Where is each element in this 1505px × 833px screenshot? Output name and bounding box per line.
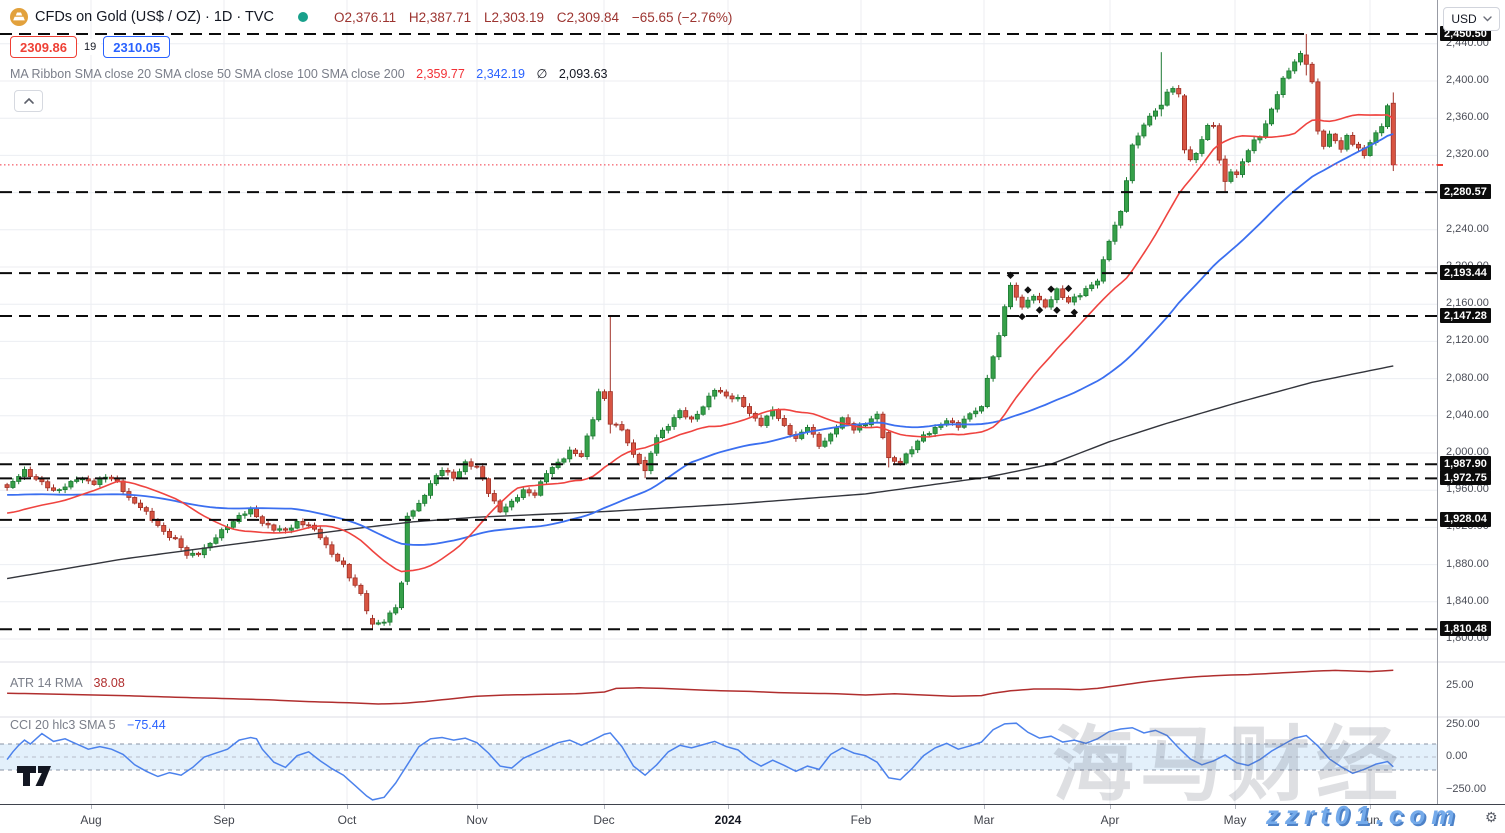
ohlc-values: O2,376.11 H2,387.71 L2,303.19 C2,309.84 … [334, 10, 741, 25]
cci-axis-label: −250.00 [1446, 782, 1487, 795]
price-level-label: 1,928.04 [1440, 511, 1491, 527]
ma-ribbon-label: MA Ribbon SMA close 20 SMA close 50 SMA … [10, 67, 405, 81]
atr-label: ATR 14 RMA [10, 676, 83, 690]
price-level-label: 2,280.57 [1440, 184, 1491, 200]
price-level-label: 1,972.75 [1440, 470, 1491, 486]
price-axis-label: 1,840.00 [1446, 594, 1489, 607]
site-url-watermark: zzrt01.com [1266, 800, 1461, 830]
price-level-label: 2,147.28 [1440, 308, 1491, 324]
time-axis-label: Dec [593, 813, 615, 827]
currency-label: USD [1451, 12, 1477, 26]
sma200-value: 2,093.63 [558, 67, 608, 81]
market-open-dot [298, 12, 309, 22]
symbol-legend[interactable]: CFDs on Gold (US$ / OZ) · 1D · TVC O2,37… [10, 8, 741, 26]
cci-axis-label: 0.00 [1446, 750, 1468, 762]
time-axis-tick [728, 805, 729, 809]
chevron-down-icon [1482, 16, 1492, 22]
time-axis-tick [1110, 805, 1111, 809]
ohlc-open: O2,376.11 [334, 9, 397, 25]
collapse-legend-button[interactable] [14, 90, 43, 112]
atr-value: 38.08 [93, 676, 125, 690]
atr-axis-label: 25.00 [1446, 679, 1474, 691]
last-price-tick [1437, 163, 1443, 166]
buy-button[interactable]: 2310.05 [103, 36, 171, 58]
time-axis-tick [604, 805, 605, 809]
price-level-label: 1,810.48 [1440, 621, 1491, 637]
trade-panel: 2309.86 19 2310.05 [10, 36, 171, 58]
chevron-up-icon [23, 97, 34, 104]
price-axis-label: 1,880.00 [1446, 557, 1489, 570]
price-axis-label: 2,400.00 [1446, 74, 1489, 86]
time-axis-tick [347, 805, 348, 809]
sma20-value: 2,359.77 [416, 67, 465, 81]
price-axis[interactable]: 1,800.001,840.001,880.001,920.001,960.00… [1437, 0, 1505, 804]
time-axis-tick [1370, 805, 1371, 809]
ohlc-low: L2,303.19 [483, 9, 544, 25]
sell-button[interactable]: 2309.86 [10, 36, 77, 58]
cci-axis-label: 250.00 [1446, 717, 1480, 730]
ohlc-change: −65.65 (−2.76%) [631, 9, 733, 25]
time-axis-label: Apr [1100, 813, 1120, 827]
price-axis-label: 2,080.00 [1446, 371, 1489, 384]
currency-selector[interactable]: USD [1443, 7, 1500, 31]
cci-label: CCI 20 hlc3 SMA 5 [10, 718, 116, 732]
cci-legend[interactable]: CCI 20 hlc3 SMA 5 −75.44 [10, 718, 166, 732]
time-axis-label: Mar [973, 813, 995, 827]
time-axis-label: Oct [337, 813, 357, 827]
time-axis-label: 2024 [714, 813, 742, 827]
gear-icon[interactable]: ⚙ [1485, 809, 1498, 825]
tradingview-logo-icon[interactable] [17, 766, 53, 792]
price-axis-label: 2,040.00 [1446, 408, 1489, 421]
time-axis-label: Aug [80, 813, 102, 827]
price-axis-label: 2,160.00 [1446, 297, 1489, 310]
price-level-label: 1,987.90 [1440, 456, 1491, 472]
time-axis-label: May [1223, 813, 1247, 827]
sma100-value: ∅ [536, 67, 548, 81]
ohlc-high: H2,387.71 [408, 9, 472, 25]
price-axis-label: 2,000.00 [1446, 446, 1489, 458]
sma50-value: 2,342.19 [476, 67, 525, 81]
time-axis-tick [861, 805, 862, 809]
ma-ribbon-legend[interactable]: MA Ribbon SMA close 20 SMA close 50 SMA … [10, 66, 608, 81]
time-axis-tick [984, 805, 985, 809]
price-axis-label: 2,240.00 [1446, 222, 1489, 235]
price-axis-label: 1,960.00 [1446, 483, 1489, 496]
time-axis-tick [477, 805, 478, 809]
time-axis-tick [1235, 805, 1236, 809]
site-watermark: 海马财经 [1052, 720, 1405, 811]
spread-value: 19 [79, 39, 102, 55]
time-axis-label: Nov [466, 813, 488, 827]
time-axis-label: Jun [1360, 813, 1380, 827]
time-axis[interactable]: Aug Sep Oct Nov Dec 2024 Feb Mar Apr May Jun [0, 804, 1505, 833]
price-level-label: 2,193.44 [1440, 265, 1491, 281]
price-axis-label: 2,360.00 [1446, 111, 1489, 124]
time-axis-label: Sep [213, 813, 235, 827]
time-axis-tick [91, 805, 92, 809]
time-axis-tick [224, 805, 225, 809]
price-axis-label: 2,120.00 [1446, 334, 1489, 347]
price-axis-label: 2,320.00 [1446, 148, 1489, 161]
cci-value: −75.44 [127, 718, 166, 732]
atr-legend[interactable]: ATR 14 RMA 38.08 [10, 676, 125, 690]
gold-symbol-icon [10, 8, 28, 26]
ohlc-close: C2,309.84 [556, 9, 620, 25]
symbol-title[interactable]: CFDs on Gold (US$ / OZ) · 1D · TVC [35, 9, 275, 25]
time-axis-label: Feb [850, 813, 872, 827]
